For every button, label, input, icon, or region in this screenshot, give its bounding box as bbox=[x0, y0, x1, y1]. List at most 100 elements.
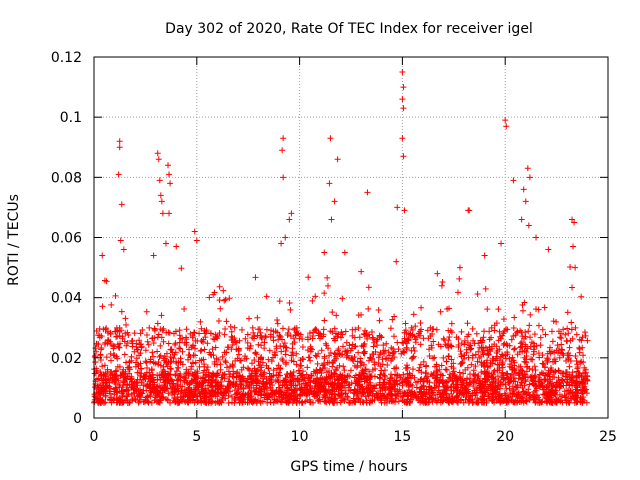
data-point bbox=[214, 372, 221, 379]
data-point bbox=[484, 347, 491, 354]
data-point bbox=[531, 363, 538, 370]
data-point bbox=[149, 335, 156, 342]
data-point bbox=[315, 332, 322, 339]
data-point bbox=[395, 390, 402, 397]
data-point bbox=[384, 361, 391, 368]
data-point bbox=[412, 339, 419, 346]
data-point bbox=[208, 379, 215, 386]
data-point-outlier bbox=[498, 240, 505, 247]
data-point bbox=[326, 394, 333, 401]
data-point bbox=[348, 355, 355, 362]
data-point bbox=[300, 356, 307, 363]
data-point bbox=[440, 335, 447, 342]
data-point bbox=[447, 327, 454, 334]
y-tick-label: 0.06 bbox=[51, 231, 82, 247]
y-tick-label: 0.04 bbox=[51, 291, 82, 307]
data-point bbox=[504, 349, 511, 356]
data-point bbox=[186, 384, 193, 391]
data-point bbox=[576, 336, 583, 343]
data-point bbox=[376, 317, 383, 324]
data-point-outlier bbox=[572, 264, 579, 271]
data-point bbox=[478, 359, 485, 366]
data-point bbox=[400, 349, 407, 356]
data-point bbox=[165, 340, 172, 347]
data-point-outlier bbox=[328, 216, 335, 223]
data-point bbox=[460, 370, 467, 377]
data-point-outlier bbox=[116, 144, 123, 151]
data-point bbox=[285, 399, 292, 406]
data-point bbox=[239, 399, 246, 406]
data-point bbox=[325, 282, 332, 289]
data-point bbox=[324, 274, 331, 281]
data-point bbox=[168, 366, 175, 373]
data-point bbox=[321, 391, 328, 398]
data-point bbox=[254, 314, 261, 321]
data-point-outlier bbox=[116, 138, 123, 145]
data-point bbox=[507, 390, 514, 397]
data-point bbox=[511, 314, 518, 321]
data-point bbox=[487, 359, 494, 366]
data-point bbox=[97, 369, 104, 376]
data-point bbox=[450, 360, 457, 367]
data-point bbox=[392, 395, 399, 402]
data-point bbox=[222, 358, 229, 365]
data-point bbox=[236, 337, 243, 344]
data-point bbox=[490, 386, 497, 393]
data-point bbox=[257, 367, 264, 374]
data-point bbox=[433, 368, 440, 375]
data-point bbox=[276, 389, 283, 396]
data-point bbox=[560, 326, 567, 333]
data-point bbox=[405, 337, 412, 344]
data-point-outlier bbox=[150, 252, 157, 259]
data-point bbox=[273, 371, 280, 378]
data-point bbox=[529, 377, 536, 384]
data-point bbox=[392, 385, 399, 392]
data-point bbox=[274, 397, 281, 404]
data-point bbox=[514, 393, 521, 400]
data-point bbox=[298, 385, 305, 392]
data-point bbox=[547, 350, 554, 357]
data-point bbox=[237, 357, 244, 364]
data-point bbox=[309, 297, 316, 304]
data-point bbox=[510, 387, 517, 394]
data-point bbox=[113, 367, 120, 374]
data-point bbox=[315, 397, 322, 404]
data-point bbox=[371, 339, 378, 346]
data-point bbox=[530, 346, 537, 353]
data-point bbox=[527, 311, 534, 318]
data-point bbox=[212, 331, 219, 338]
data-point bbox=[469, 399, 476, 406]
data-point bbox=[334, 399, 341, 406]
data-point bbox=[306, 389, 313, 396]
data-point bbox=[290, 382, 297, 389]
data-point bbox=[466, 371, 473, 378]
data-point bbox=[496, 328, 503, 335]
data-point bbox=[203, 327, 210, 334]
data-point bbox=[363, 385, 370, 392]
data-point bbox=[271, 351, 278, 358]
data-point bbox=[216, 399, 223, 406]
data-point bbox=[144, 338, 151, 345]
data-point-outlier bbox=[118, 201, 125, 208]
data-point bbox=[580, 379, 587, 386]
data-point bbox=[138, 370, 145, 377]
data-point bbox=[383, 340, 390, 347]
data-point bbox=[157, 377, 164, 384]
data-point bbox=[240, 375, 247, 382]
data-point bbox=[464, 364, 471, 371]
data-point bbox=[392, 371, 399, 378]
data-point bbox=[164, 370, 171, 377]
data-point bbox=[283, 389, 290, 396]
data-point bbox=[293, 329, 300, 336]
data-point bbox=[559, 350, 566, 357]
data-point bbox=[329, 398, 336, 405]
data-point bbox=[488, 379, 495, 386]
data-point bbox=[406, 382, 413, 389]
data-point bbox=[520, 388, 527, 395]
data-point bbox=[314, 360, 321, 367]
data-point-outlier bbox=[526, 174, 533, 181]
data-point bbox=[377, 396, 384, 403]
data-point bbox=[444, 378, 451, 385]
data-point bbox=[395, 398, 402, 405]
data-point bbox=[359, 398, 366, 405]
